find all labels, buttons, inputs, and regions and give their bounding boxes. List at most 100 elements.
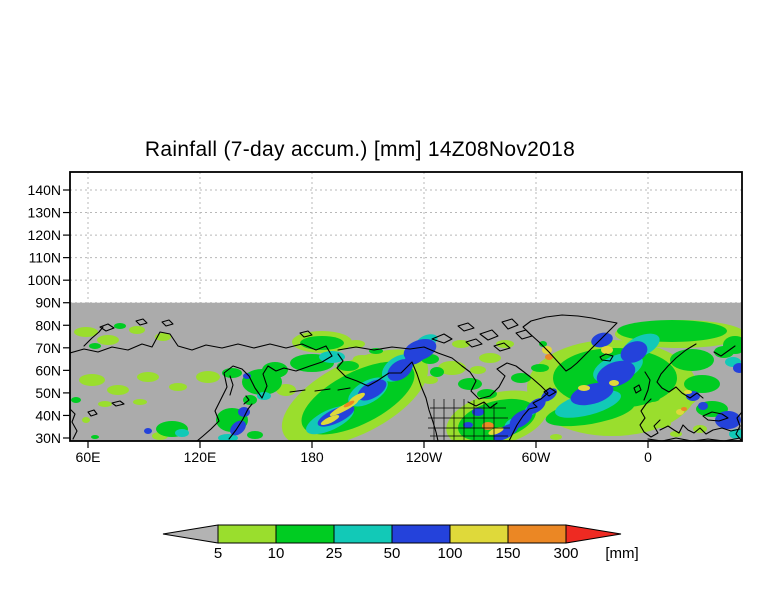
precip-patch [82,417,90,423]
colorbar-segment [449,524,509,544]
precip-patch [698,402,708,410]
precip-patch [670,431,682,437]
precip-patch [243,373,251,379]
coastline [243,395,250,405]
colorbar-above-arrow [565,524,622,544]
precip-patch [458,378,482,390]
precip-patch [97,335,119,345]
colorbar-tick-label: 150 [495,545,520,562]
colorbar-tick-label: 50 [384,545,401,562]
coastline [465,338,483,348]
precip-patch [403,338,437,362]
colorbar-segment [391,524,451,544]
colorbar-tick-label: 100 [437,545,462,562]
colorbar-tick-label: 300 [553,545,578,562]
precip-patch [479,353,501,363]
precip-patch [353,355,371,363]
colorbar-segment [275,524,335,544]
colorbar-tick-label: 5 [214,545,222,562]
precip-patch [545,354,553,360]
x-tick-label: 0 [644,449,652,465]
x-tick-label: 120W [406,449,443,465]
precip-patch [477,389,497,399]
precip-patch [670,349,714,371]
coastline [639,398,661,438]
precip-patch [196,371,220,383]
colorbar-tick-label: 10 [268,545,285,562]
precip-patch [300,336,344,350]
coastline [336,353,439,441]
precip-patch [619,416,633,422]
coastline [228,403,253,440]
precip-patch [632,376,644,384]
precip-patch [531,364,549,372]
y-tick-label: 100N [28,272,61,288]
precip-patch [247,431,263,439]
coastline [299,330,313,338]
precip-patch [620,341,648,363]
y-tick-label: 90N [35,295,61,311]
precip-patch [91,435,99,439]
y-tick-label: 50N [35,385,61,401]
y-tick-label: 110N [29,250,61,266]
precip-patch [593,428,607,434]
coastline [70,331,333,357]
precip-patch [107,385,129,395]
y-tick-label: 130N [28,205,61,221]
coastline [229,375,234,396]
coastline [479,329,499,341]
precip-patch [137,372,159,382]
precip-patch [337,361,359,371]
coastline [161,319,174,327]
coastline [633,384,642,394]
coastline [713,345,736,357]
precip-patch [387,359,413,381]
coastline [543,387,557,397]
precip-patch [578,385,590,391]
plot-frame [69,171,743,442]
coastline [659,424,741,435]
precip-patch [715,411,741,429]
precip-patch [470,366,486,374]
coastline [70,408,78,440]
coastline [461,362,549,441]
precip-patch [430,367,444,377]
precip-patch [463,422,473,428]
precip-patch [238,407,250,417]
precip-patch [357,379,387,401]
coastline [522,314,618,372]
y-tick-label: 120N [28,227,61,243]
precip-patch [681,407,687,411]
precip-patch [472,408,484,416]
coastline [493,342,511,352]
precip-patch [609,380,619,386]
x-tick-label: 60W [522,449,552,465]
precip-patch [175,429,189,437]
colorbar-segment [217,524,277,544]
coastline [196,355,333,441]
precip-patch [98,401,112,407]
precip-patch [144,428,152,434]
coastline [135,318,148,326]
precip-patch [714,346,734,358]
colorbar-segment [507,524,567,544]
coastline [643,371,651,401]
x-tick-label: 180 [300,449,324,465]
y-tick-label: 60N [35,362,61,378]
precip-patch [684,390,692,394]
coastline [735,411,742,441]
coastline [501,318,519,330]
coastline [702,411,729,422]
colorbar-unit-label: [mm] [605,545,638,562]
x-tick-label: 120E [184,449,217,465]
coastline [656,343,704,399]
y-tick-label: 80N [35,317,61,333]
precip-patch [257,392,271,400]
y-tick-label: 70N [35,340,61,356]
coastline [457,322,475,332]
precip-patch [684,375,720,393]
precip-patch [276,384,296,396]
precip-patch [511,373,531,383]
coastline [111,400,125,407]
